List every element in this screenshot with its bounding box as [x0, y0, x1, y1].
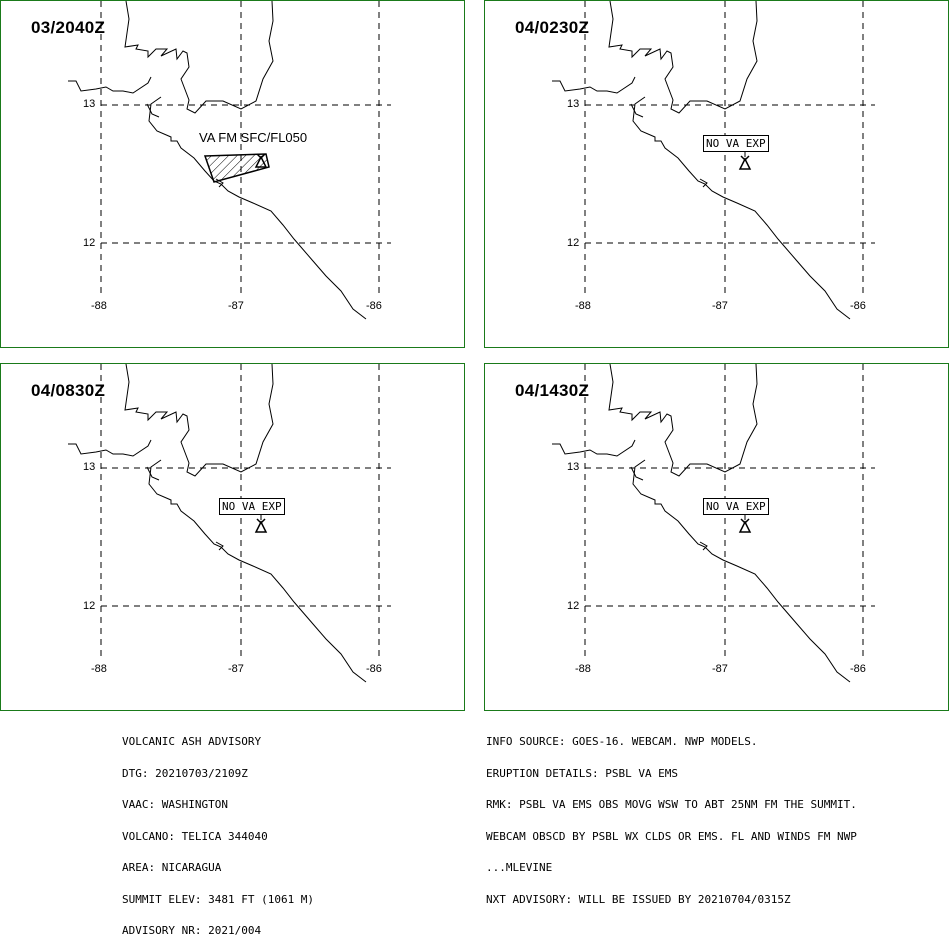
map-panel-4: 04/1430Z 13 12 -88 -87 -86 NO VA EXP: [484, 363, 949, 711]
advisory-line: AREA: NICARAGUA: [122, 861, 222, 874]
lon-label-88: -88: [575, 300, 591, 312]
lat-label-12: 12: [83, 237, 96, 249]
map-canvas: [552, 1, 875, 320]
map-panel-2: 04/0230Z 13 12 -88 -87 -86 NO VA EXP: [484, 0, 949, 348]
map-canvas: [68, 1, 391, 320]
lat-label-12: 12: [567, 600, 580, 612]
no-ash-label: NO VA EXP: [703, 498, 769, 515]
lat-lon-grid: [584, 1, 875, 296]
advisory-line: VAAC: WASHINGTON: [122, 798, 228, 811]
advisory-line: VOLCANIC ASH ADVISORY: [122, 735, 262, 748]
map-canvas: [68, 364, 391, 683]
lon-label-88: -88: [91, 663, 107, 675]
advisory-line: VOLCANO: TELICA 344040: [122, 829, 268, 843]
panel-time: 04/1430Z: [515, 381, 590, 400]
panel-time: 04/0830Z: [31, 381, 106, 400]
coastline: [68, 364, 367, 683]
advisory-line: DTG: 20210703/2109Z: [122, 766, 248, 780]
coastline: [68, 1, 367, 320]
lat-label-13: 13: [83, 98, 96, 110]
volcano-icon: [738, 155, 752, 170]
no-ash-label: NO VA EXP: [703, 135, 769, 152]
advisory-line: NXT ADVISORY: WILL BE ISSUED BY 20210704…: [486, 892, 791, 906]
lat-lon-grid: [100, 1, 391, 296]
lon-label-87: -87: [228, 300, 244, 312]
lon-label-87: -87: [228, 663, 244, 675]
lon-label-86: -86: [850, 300, 866, 312]
lat-label-13: 13: [567, 98, 580, 110]
volcano-icon: [254, 518, 268, 533]
ash-cloud-label: VA FM SFC/FL050: [199, 130, 308, 145]
advisory-line: SUMMIT ELEV: 3481 FT (1061 M): [122, 892, 315, 906]
lon-label-87: -87: [712, 663, 728, 675]
no-ash-label: NO VA EXP: [219, 498, 285, 515]
map-panel-3: 04/0830Z 13 12 -88 -87 -86 NO VA EXP: [0, 363, 465, 711]
advisory-left-text: VOLCANIC ASH ADVISORY DTG: 20210703/2109…: [122, 716, 314, 947]
volcano-icon: [738, 518, 752, 533]
volcano-icon: [254, 153, 268, 168]
advisory-line: ADVISORY NR: 2021/004: [122, 924, 262, 937]
advisory-line: ERUPTION DETAILS: PSBL VA EMS: [486, 766, 679, 780]
advisory-line: RMK: PSBL VA EMS OBS MOVG WSW TO ABT 25N…: [486, 798, 857, 811]
panel-time: 03/2040Z: [31, 18, 106, 37]
lon-label-88: -88: [575, 663, 591, 675]
lon-label-87: -87: [712, 300, 728, 312]
map-canvas: [552, 364, 875, 683]
coastline: [552, 1, 851, 320]
lon-label-86: -86: [850, 663, 866, 675]
ash-cloud-polygon: [203, 153, 270, 183]
lon-label-88: -88: [91, 300, 107, 312]
advisory-line: ...MLEVINE: [486, 861, 553, 874]
lat-label-13: 13: [567, 461, 580, 473]
advisory-right-text: INFO SOURCE: GOES-16. WEBCAM. NWP MODELS…: [486, 716, 857, 916]
lon-label-86: -86: [366, 663, 382, 675]
lon-label-86: -86: [366, 300, 382, 312]
advisory-line: INFO SOURCE: GOES-16. WEBCAM. NWP MODELS…: [486, 735, 758, 748]
advisory-line: WEBCAM OBSCD BY PSBL WX CLDS OR EMS. FL …: [486, 829, 857, 843]
map-panel-1: 03/2040Z 13 12 -88 -87 -86 VA FM SFC/FL0…: [0, 0, 465, 348]
lat-label-12: 12: [83, 600, 96, 612]
lat-label-12: 12: [567, 237, 580, 249]
panel-time: 04/0230Z: [515, 18, 590, 37]
lat-label-13: 13: [83, 461, 96, 473]
coastline: [552, 364, 851, 683]
